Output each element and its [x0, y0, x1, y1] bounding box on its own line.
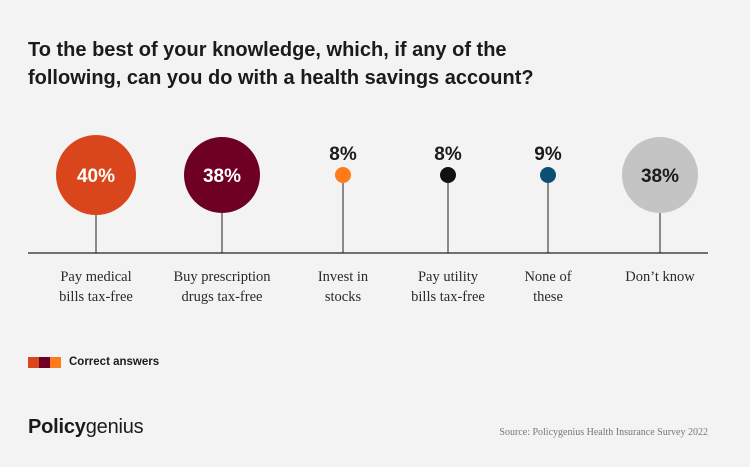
bubble	[440, 167, 456, 183]
brand-logo: Policygenius	[28, 416, 144, 438]
source-note: Source: Policygenius Health Insurance Su…	[499, 427, 708, 438]
bubble	[540, 167, 556, 183]
legend: Correct answers	[28, 356, 159, 368]
category-label: None of	[524, 269, 571, 285]
category-label: these	[533, 289, 563, 305]
bubble	[622, 137, 698, 213]
chart-title: To the best of your knowledge, which, if…	[28, 39, 534, 89]
legend-swatch	[28, 356, 39, 368]
category-label: Invest in	[318, 269, 369, 285]
category-label: Pay utility	[418, 269, 479, 285]
value-label: 40%	[77, 166, 115, 187]
category-label: bills tax-free	[411, 289, 485, 305]
bubble	[184, 137, 260, 213]
bubble	[56, 135, 136, 215]
value-label: 38%	[203, 166, 241, 187]
value-label: 9%	[534, 144, 562, 165]
value-label: 38%	[641, 166, 679, 187]
legend-swatch	[39, 356, 50, 368]
category-label: Don’t know	[625, 269, 695, 285]
bubble	[335, 167, 351, 183]
value-label: 8%	[329, 144, 357, 165]
value-label: 8%	[434, 144, 462, 165]
category-label: Buy prescription	[173, 269, 271, 285]
category-label: bills tax-free	[59, 289, 133, 305]
legend-label: Correct answers	[69, 356, 160, 368]
category-label: drugs tax-free	[182, 289, 263, 305]
category-label: Pay medical	[60, 269, 131, 285]
bubble-chart: 40% Pay medical bills tax-free 38% Buy presc…	[28, 135, 708, 305]
legend-swatch	[50, 356, 61, 368]
category-label: stocks	[325, 289, 362, 305]
